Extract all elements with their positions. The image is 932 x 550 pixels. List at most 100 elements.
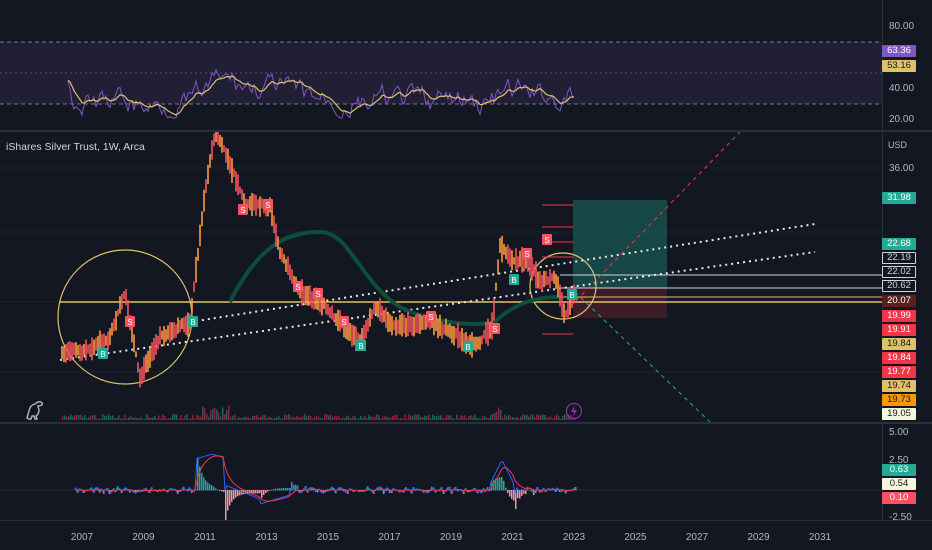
macd-histogram-bar [117,486,119,491]
price-badge: 19.74 [882,380,916,392]
macd-histogram-bar [529,490,531,491]
volume-bar [414,414,416,420]
macd-histogram-bar [511,490,513,499]
volume-bar [222,407,224,420]
volume-bar [298,417,300,420]
macd-pane[interactable] [0,424,882,520]
macd-histogram-bar [561,490,563,492]
volume-bar [524,415,526,420]
volume-bar [282,418,284,420]
volume-bar [260,416,262,420]
long-position-loss-zone[interactable] [573,288,667,318]
macd-histogram-bar [201,472,203,491]
volume-bar [160,418,162,420]
volume-bar [468,416,470,420]
symbol-title[interactable]: iShares Silver Trust, 1W, Arca [6,141,145,153]
volume-bar [332,417,334,420]
long-position-profit-zone[interactable] [573,200,667,288]
rsi-chart [0,41,882,119]
volume-bar [146,414,148,420]
volume-bar [80,414,82,420]
macd-tick-2-5: 2.50 [889,455,909,466]
currency-label: USD [888,140,908,150]
time-label: 2021 [501,532,524,543]
volume-bar [264,414,266,420]
volume-bar [252,415,254,420]
volume-bar [152,417,154,420]
macd-histogram-bar [197,457,199,491]
volume-bar [228,405,230,420]
volume-bar [70,414,72,420]
volume-bar [122,418,124,420]
volume-bar [120,418,122,420]
macd-histogram-bar [489,490,491,491]
macd-histogram-bar [265,490,267,494]
time-label: 2015 [316,532,340,543]
volume-bar [270,417,272,420]
macd-histogram-bar [237,490,239,497]
price-pane[interactable]: B S B S S S S S B S B S B S S B iShares Silver Trust, 1… [0,132,882,422]
time-label: 2027 [685,532,709,543]
price-badge: 20.07 [882,295,916,307]
volume-bar [142,418,144,420]
volume-bar [130,416,132,420]
volume-bar [382,416,384,420]
dinosaur-icon[interactable] [24,398,46,420]
volume-bar [306,416,308,420]
macd-tick-5: 5.00 [889,427,909,438]
buy-signal-marker: B [356,340,366,351]
volume-bar [326,414,328,420]
rsi-pane[interactable] [0,0,882,130]
volume-bar [394,415,396,420]
volume-bar [400,417,402,420]
rsi-ma-line [67,75,574,116]
volume-bar [482,415,484,420]
macd-histogram-bar [209,484,211,491]
volume-bar [504,414,506,420]
volume-bar [540,415,542,420]
volume-bar [522,414,524,420]
projection-line-up[interactable] [564,132,741,313]
sell-signal-marker: S [490,323,500,334]
volume-bar [530,414,532,420]
macd-histogram-bar [517,490,519,499]
macd-histogram-bar [495,478,497,491]
macd-pane-divider[interactable] [0,422,932,424]
volume-bar [392,415,394,420]
volume-bar [100,418,102,420]
macd-histogram-bar [493,479,495,491]
volume-bar [162,414,164,420]
volume-bar [196,414,198,420]
slow-moving-average [228,229,561,326]
volume-bar [546,417,548,420]
volume-bar [138,418,140,420]
volume-bar [168,418,170,420]
volume-bar [92,415,94,420]
svg-text:S: S [524,250,529,259]
rsi-pane-divider[interactable] [0,130,932,132]
macd-histogram-bar [341,488,343,491]
macd-histogram-bar [199,466,201,491]
lightning-icon[interactable] [565,402,583,420]
volume-bar [376,414,378,420]
volume-bar [98,418,100,420]
volume-bar [388,417,390,420]
volume-bar [342,417,344,420]
volume-bar [374,417,376,420]
macd-histogram-bar [257,490,259,494]
volume-bar [118,415,120,420]
volume-bar [148,417,150,420]
volume-bar [458,418,460,420]
sell-signal-marker: S [426,311,436,322]
volume-bar [372,416,374,420]
time-axis-divider [0,520,932,521]
macd-histogram-bar [239,490,241,496]
volume-bar [418,414,420,420]
volume-bar [156,418,158,420]
buy-signal-marker: B [98,348,108,359]
accumulation-circle-2022[interactable] [529,252,597,320]
volume-bar [320,418,322,420]
rsi-value-badge: 63.36 [882,45,916,57]
lower-trendline[interactable] [59,251,816,361]
buy-signal-marker: B [509,274,519,285]
